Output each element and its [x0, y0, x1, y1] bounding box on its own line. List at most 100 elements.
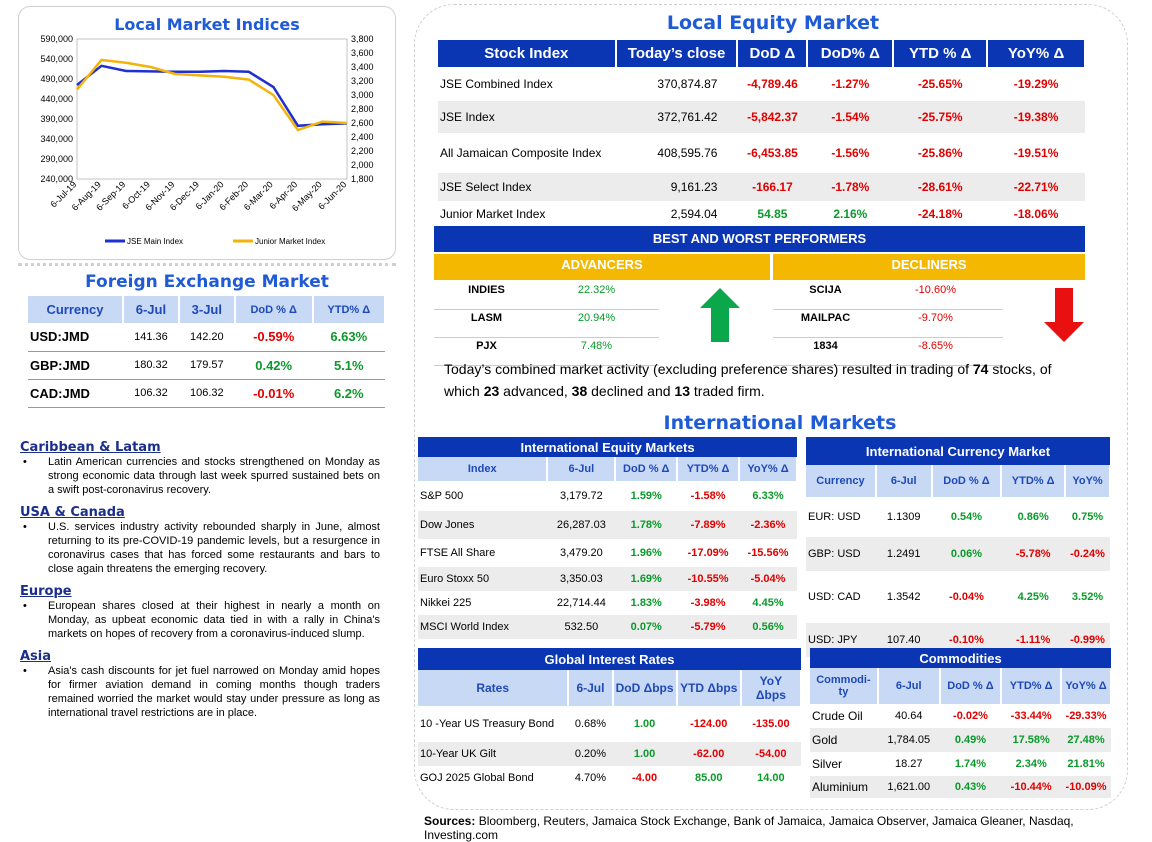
table-cell: -5.79% [690, 621, 726, 633]
equity-cell: Junior Market Index [440, 207, 546, 221]
equity-cell: -19.29% [1013, 77, 1059, 91]
table-cell: 40.64 [894, 710, 923, 722]
table-header: YoY% Δ [739, 457, 798, 481]
table-cell: 1.3542 [886, 591, 921, 603]
y-right-tick: 2,400 [351, 132, 374, 142]
table-cell: 1,784.05 [887, 734, 931, 746]
table-cell: Dow Jones [420, 519, 475, 531]
news-region-heading: Caribbean & Latam [20, 440, 161, 455]
table-cell: USD: CAD [808, 591, 861, 603]
table-cell: -0.02% [953, 710, 988, 722]
advancers-header: ADVANCERS [434, 254, 770, 280]
fx-cell: 5.1% [333, 357, 364, 373]
advancer-ticker: INDIES [468, 284, 505, 296]
decliners-header: DECLINERS [773, 254, 1085, 280]
table-header-row: Commodi-ty 6-Jul DoD % Δ YTD% Δ YoY% Δ [810, 668, 1112, 704]
table-cell: 0.86% [1017, 511, 1049, 523]
fx-cell: CAD:JMD [30, 385, 90, 401]
table-cell: 0.54% [950, 511, 983, 523]
fx-cell: 6.63% [330, 329, 368, 345]
table-row: FTSE All Share 3,479.20 1.96% -17.09% -15.56… [418, 539, 797, 567]
equity-cell: 2,594.04 [670, 207, 718, 221]
table-cell: 3,479.20 [559, 547, 603, 559]
table-cell: Nikkei 225 [420, 597, 472, 609]
table-row: Nikkei 225 22,714.44 1.83% -3.98% 4.45% [418, 591, 797, 615]
y-left-tick: 590,000 [40, 34, 73, 44]
equity-row: Junior Market Index 2,594.04 54.85 2.16% -24… [438, 201, 1085, 227]
equity-cell: -25.65% [917, 77, 963, 91]
down-arrow-icon [1044, 288, 1084, 342]
table-header: Commodi-ty [810, 668, 879, 704]
table-cell: -0.24% [1070, 548, 1105, 560]
up-arrow-icon [700, 288, 740, 342]
y-right-tick: 3,800 [351, 34, 374, 44]
equity-table: Stock Index Today’s close DoD Δ DoD% Δ YTD %… [438, 40, 1086, 227]
equity-cell: -1.54% [831, 110, 870, 124]
table-header: Rates [418, 670, 570, 706]
right-panel [414, 4, 1128, 810]
table-cell: 10 -Year US Treasury Bond [420, 718, 555, 730]
table-header-row: Currency 6-Jul DoD % Δ YTD% Δ YoY% [806, 465, 1111, 497]
equity-cell: -28.61% [917, 180, 963, 194]
table-title-row: Commodities [810, 648, 1111, 668]
advancer-change: 7.48% [580, 340, 613, 352]
fx-cell: 142.20 [189, 330, 224, 343]
table-row: S&P 500 3,179.72 1.59% -1.58% 6.33% [418, 481, 797, 511]
fx-header: 6-Jul [122, 296, 180, 323]
table-cell: -1.11% [1016, 634, 1051, 646]
advancer-row: PJX 7.48% [434, 338, 659, 366]
table-cell: -62.00 [693, 748, 725, 760]
legend-label: JSE Main Index [127, 237, 183, 246]
summary-part: Today’s combined market activity (exclud… [444, 361, 973, 377]
table-cell: 0.07% [630, 621, 662, 633]
fx-cell: 6.2% [333, 385, 364, 401]
fx-cell: 141.36 [134, 330, 168, 343]
summary-part: traded firm. [690, 383, 765, 399]
table-cell: 0.20% [574, 748, 607, 760]
table-header: YoY Δbps [740, 670, 803, 706]
table-row: USD: CAD 1.3542 -0.04% 4.25% 3.52% [806, 571, 1110, 623]
table-cell: 1.69% [630, 573, 662, 585]
advancer-change: 20.94% [577, 312, 616, 324]
table-cell: 1,621.00 [887, 781, 931, 793]
fx-cell: -0.01% [253, 385, 295, 401]
decliner-change: -8.65% [918, 340, 953, 352]
equity-header: Stock Index [438, 40, 617, 67]
table-cell: -2.36% [750, 519, 786, 531]
table-cell: 0.43% [954, 781, 987, 793]
table-cell: 107.40 [886, 634, 921, 646]
table-cell: -3.98% [690, 597, 726, 609]
table-cell: 1.78% [630, 519, 662, 531]
advancer-change: 22.32% [577, 284, 616, 296]
table-cell: Silver [812, 757, 843, 771]
intl-title: International Markets [663, 412, 897, 434]
table-cell: -0.99% [1070, 634, 1105, 646]
table-cell: 0.68% [574, 718, 607, 730]
table-title: Global Interest Rates [418, 648, 801, 670]
table-cell: 26,287.03 [556, 519, 606, 531]
table-row: GBP: USD 1.2491 0.06% -5.78% -0.24% [806, 537, 1110, 571]
table-row: 10-Year UK Gilt 0.20% 1.00 -62.00 -54.00 [418, 742, 801, 766]
table-cell: -0.04% [949, 591, 984, 603]
table-row: GOJ 2025 Global Bond 4.70% -4.00 85.00 14.00 [418, 766, 801, 790]
table-header: YTD% Δ [677, 457, 741, 481]
decliner-row: MAILPAC -9.70% [773, 310, 1003, 338]
table-cell: -5.78% [1015, 548, 1051, 560]
y-right-tick: 3,200 [351, 76, 374, 86]
table-cell: 10-Year UK Gilt [420, 748, 497, 760]
table-header: 6-Jul [568, 670, 614, 706]
news-region-heading: Asia [20, 649, 52, 664]
table-header: Currency [806, 465, 877, 497]
table-cell: 17.58% [1012, 734, 1050, 746]
table-cell: GOJ 2025 Global Bond [420, 772, 534, 784]
table-cell: 0.75% [1071, 511, 1104, 523]
equity-cell: -22.71% [1013, 180, 1059, 194]
fx-header-row: Currency 6-Jul 3-Jul DoD % Δ YTD% Δ [28, 296, 387, 323]
advancers-list: INDIES 22.32% LASM 20.94% PJX 7.48% [434, 282, 659, 366]
table-title-row: International Currency Market [806, 437, 1110, 465]
table-title: Commodities [810, 648, 1111, 668]
equity-header: YoY% Δ [987, 40, 1086, 67]
table-cell: -7.89% [690, 519, 726, 531]
fx-row: CAD:JMD 106.32 106.32 -0.01% 6.2% [28, 379, 385, 407]
